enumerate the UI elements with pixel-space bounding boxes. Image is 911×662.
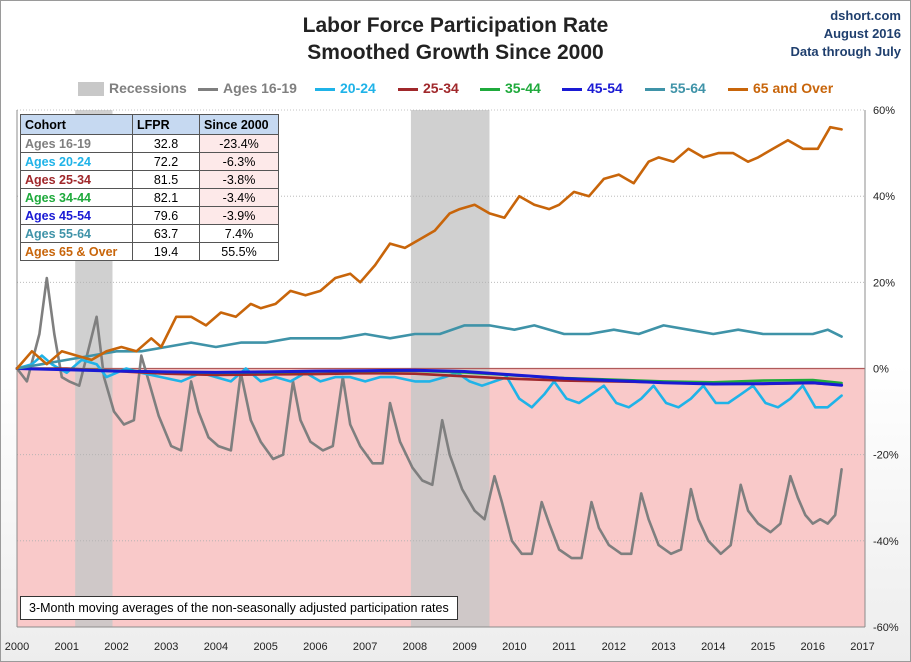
chart-subtitle: Smoothed Growth Since 2000	[307, 41, 604, 64]
lfpr-cell: 32.8	[132, 134, 200, 153]
y-tick-label: 20%	[873, 277, 895, 289]
legend-item-recessions: Recessions	[78, 80, 187, 97]
footnote: 3-Month moving averages of the non-seaso…	[20, 596, 458, 620]
legend-item-25-34: 25-34	[398, 80, 459, 96]
since-2000-cell: 55.5%	[199, 242, 279, 261]
lfpr-cell: 19.4	[132, 242, 200, 261]
x-tick-label: 2007	[353, 641, 377, 653]
legend-item-45-54: 45-54	[562, 80, 623, 96]
chart-title: Labor Force Participation Rate	[302, 14, 609, 37]
series-line-55-64	[15, 324, 843, 370]
legend-label-20-24: 20-24	[340, 80, 376, 96]
x-tick-label: 2010	[502, 641, 526, 653]
cohort-cell: Ages 20-24	[20, 152, 133, 171]
source-label: dshort.com	[830, 8, 901, 23]
lfpr-cell: 82.1	[132, 188, 200, 207]
cohort-table: Cohort LFPR Since 2000 Ages 16-19 32.8 -23…	[20, 114, 279, 261]
series-line-65-and-over	[15, 125, 843, 370]
legend-item-55-64: 55-64	[645, 80, 706, 96]
since-2000-cell: 7.4%	[199, 224, 279, 243]
since-2000-cell: -3.4%	[199, 188, 279, 207]
table-row: Ages 20-24 72.2 -6.3%	[20, 152, 279, 171]
x-tick-labels: 2000 2001 2002 2003 2004 2005 2006 2007 2008 2009…	[5, 641, 875, 653]
y-tick-labels: 60% 40% 20% 0% -20% -40% -60%	[873, 105, 899, 634]
cohort-cell: Ages 65 & Over	[20, 242, 133, 261]
x-tick-label: 2008	[403, 641, 427, 653]
x-tick-label: 2009	[452, 641, 476, 653]
lfpr-cell: 79.6	[132, 206, 200, 225]
legend-label-45-54: 45-54	[587, 80, 623, 96]
x-tick-label: 2017	[850, 641, 874, 653]
legend-label-16-19: Ages 16-19	[223, 80, 297, 96]
data-through-label: Data through July	[790, 44, 901, 59]
series-line-45-54	[15, 367, 844, 387]
legend-item-35-44: 35-44	[480, 80, 541, 96]
table-row: Ages 16-19 32.8 -23.4%	[20, 134, 279, 153]
legend-label-25-34: 25-34	[423, 80, 459, 96]
table-row: Ages 25-34 81.5 -3.8%	[20, 170, 279, 189]
y-tick-label: 40%	[873, 191, 895, 203]
y-tick-label: -20%	[873, 450, 899, 462]
y-tick-label: -60%	[873, 622, 899, 634]
since-2000-cell: -23.4%	[199, 134, 279, 153]
lfpr-cell: 72.2	[132, 152, 200, 171]
series-line-ages-16-19	[15, 276, 843, 560]
y-tick-label: 60%	[873, 105, 895, 117]
table-header-since: Since 2000	[199, 114, 279, 135]
x-tick-label: 2002	[104, 641, 128, 653]
table-row: Ages 65 & Over 19.4 55.5%	[20, 242, 279, 261]
x-tick-label: 2005	[253, 641, 277, 653]
table-row: Ages 45-54 79.6 -3.9%	[20, 206, 279, 225]
legend-item-16-19: Ages 16-19	[198, 80, 297, 96]
cohort-cell: Ages 55-64	[20, 224, 133, 243]
x-tick-label: 2003	[154, 641, 178, 653]
x-tick-label: 2011	[552, 641, 576, 653]
legend-item-20-24: 20-24	[315, 80, 376, 96]
since-2000-cell: -6.3%	[199, 152, 279, 171]
lfpr-cell: 63.7	[132, 224, 200, 243]
legend-item-65-over: 65 and Over	[728, 80, 833, 96]
table-header-row: Cohort LFPR Since 2000	[20, 114, 279, 135]
table-header-lfpr: LFPR	[132, 114, 200, 135]
cohort-cell: Ages 16-19	[20, 134, 133, 153]
x-tick-label: 2000	[5, 641, 29, 653]
x-tick-label: 2014	[701, 641, 725, 653]
date-label: August 2016	[823, 26, 901, 41]
table-header-cohort: Cohort	[20, 114, 133, 135]
legend-label-recessions: Recessions	[109, 80, 187, 96]
lfpr-cell: 81.5	[132, 170, 200, 189]
x-tick-label: 2016	[801, 641, 825, 653]
x-tick-label: 2001	[54, 641, 78, 653]
table-row: Ages 55-64 63.7 7.4%	[20, 224, 279, 243]
since-2000-cell: -3.8%	[199, 170, 279, 189]
cohort-cell: Ages 34-44	[20, 188, 133, 207]
cohort-cell: Ages 45-54	[20, 206, 133, 225]
legend-label-55-64: 55-64	[670, 80, 706, 96]
x-tick-label: 2015	[751, 641, 775, 653]
x-tick-label: 2013	[651, 641, 675, 653]
x-tick-label: 2006	[303, 641, 327, 653]
series-line-20-24	[15, 354, 843, 409]
table-row: Ages 34-44 82.1 -3.4%	[20, 188, 279, 207]
legend-label-65-over: 65 and Over	[753, 80, 834, 96]
x-tick-label: 2004	[204, 641, 228, 653]
x-tick-label: 2012	[602, 641, 626, 653]
y-tick-label: 0%	[873, 364, 889, 376]
cohort-cell: Ages 25-34	[20, 170, 133, 189]
series-lines	[15, 125, 844, 560]
legend-label-35-44: 35-44	[505, 80, 541, 96]
legend: Recessions Ages 16-19 20-24 25-34 35-44 …	[0, 80, 911, 100]
since-2000-cell: -3.9%	[199, 206, 279, 225]
gridlines	[16, 109, 866, 628]
y-tick-label: -40%	[873, 536, 899, 548]
